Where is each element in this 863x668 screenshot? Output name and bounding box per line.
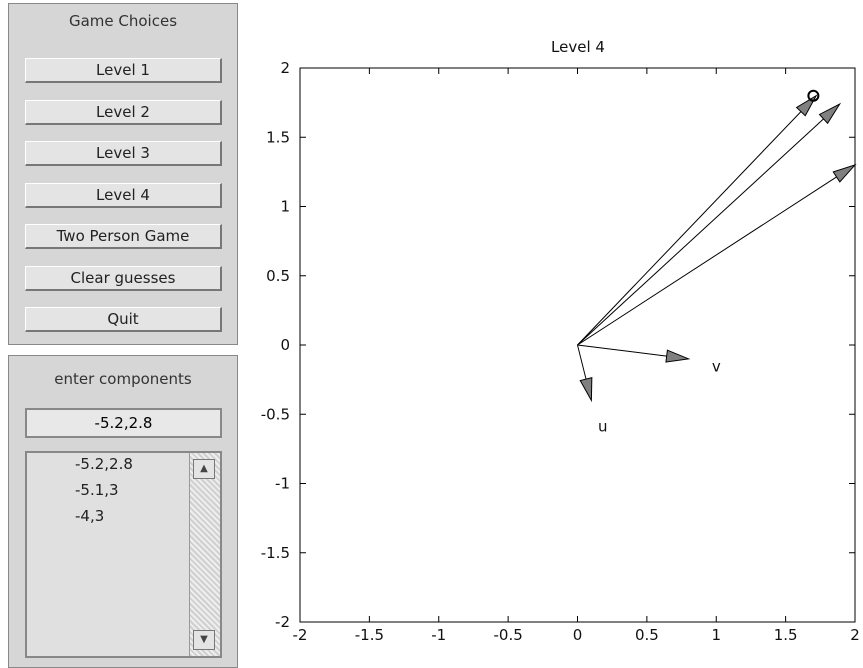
x-tick-label: 1 — [711, 626, 721, 644]
y-tick-label: 0 — [280, 336, 290, 354]
x-tick-label: -1 — [431, 626, 446, 644]
choices-panel: Game Choices Level 1 Level 2 Level 3 Level … — [8, 3, 238, 345]
chart-title: Level 4 — [551, 38, 605, 56]
button[interactable]: Level 1 — [25, 58, 222, 83]
scrollbar[interactable]: ▲ ▼ — [189, 453, 220, 656]
vector-label: u — [598, 418, 608, 436]
scroll-up[interactable]: ▲ — [193, 459, 215, 479]
scroll-down[interactable]: ▼ — [193, 630, 215, 650]
list-item[interactable]: -4,3 — [75, 507, 104, 525]
y-tick-label: -2 — [275, 613, 290, 631]
entry-box[interactable]: -5.2,2.8 — [25, 408, 222, 438]
panel-title: enter components — [9, 370, 237, 388]
button[interactable]: Two Person Game — [25, 224, 222, 249]
x-tick-label: 2 — [850, 626, 860, 644]
x-tick-label: 1.5 — [774, 626, 798, 644]
button[interactable]: Level 2 — [25, 100, 222, 125]
vector-label: v — [712, 358, 721, 376]
x-tick-label: 0.5 — [635, 626, 659, 644]
button[interactable]: Quit — [25, 307, 222, 332]
button[interactable]: Level 3 — [25, 141, 222, 166]
y-tick-label: 1 — [280, 198, 290, 216]
guess-list[interactable]: ▲ ▼ -5.2,2.8 -5.1,3 -4,3 — [25, 451, 222, 658]
y-tick-label: -1 — [275, 475, 290, 493]
y-tick-label: 2 — [280, 59, 290, 77]
y-tick-label: -1.5 — [261, 544, 290, 562]
panel-title: Game Choices — [9, 12, 237, 30]
list-item[interactable]: -5.1,3 — [75, 481, 119, 499]
x-tick-label: 0 — [573, 626, 583, 644]
x-tick-label: -0.5 — [493, 626, 522, 644]
entry-panel: enter components -5.2,2.8 ▲ ▼ -5.2,2.8 -5… — [8, 355, 238, 668]
page: Level 4 -2 -1.5 -1 -0.5 0 0.5 1 1.5 2 -2 -1.5 -1 -0.… — [0, 0, 863, 668]
y-tick-label: 1.5 — [266, 128, 290, 146]
x-tick-label: -2 — [293, 626, 308, 644]
x-tick-label: -1.5 — [355, 626, 384, 644]
list-item[interactable]: -5.2,2.8 — [75, 455, 133, 473]
y-tick-label: -0.5 — [261, 405, 290, 423]
button[interactable]: Clear guesses — [25, 266, 222, 291]
y-tick-label: 0.5 — [266, 267, 290, 285]
button[interactable]: Level 4 — [25, 183, 222, 208]
